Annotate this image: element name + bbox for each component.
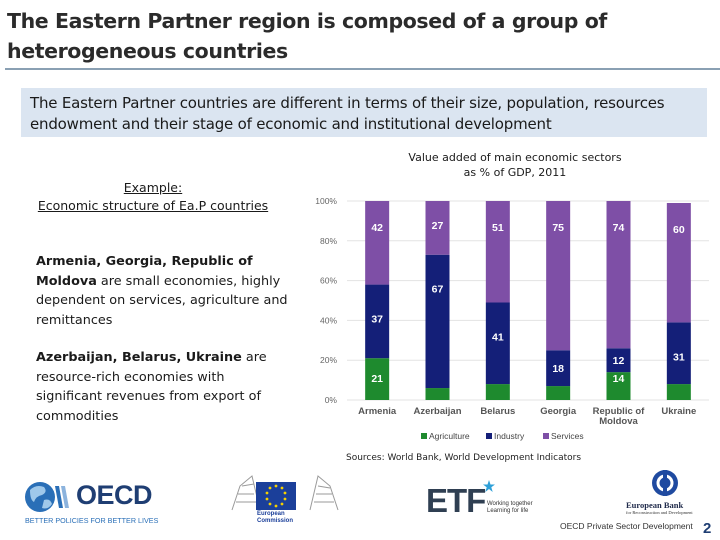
bar-segment-services [365,201,390,285]
y-tick-label: 0% [325,395,338,405]
page-number: 2 [703,520,712,537]
paragraph-resource-rich-text: are resource-rich economies with signifi… [36,350,267,424]
ebrd-name: European Bank [626,500,684,510]
category-label: Republic of [593,406,646,417]
bar-segment-industry [485,302,510,385]
legend-swatch-industry [486,433,492,439]
data-label: 31 [673,351,685,363]
bar-segment-industry [666,322,691,385]
etf-tagline-line2: Learning for life [487,508,529,514]
data-label: 37 [371,314,383,326]
data-label: 27 [432,220,444,232]
category-label: Armenia [358,406,397,417]
y-tick-label: 100% [315,196,337,206]
paragraph-small-economies: Armenia, Georgia, Republic of Moldova ar… [36,252,294,330]
legend-label: Services [551,431,584,441]
y-tick-label: 60% [320,276,337,286]
category-label: Azerbaijan [413,406,461,417]
etf-logo: ETF Working together Learning for life [426,474,551,522]
bar-segment-agriculture [485,384,510,400]
legend-label: Agriculture [429,431,470,441]
oecd-tagline: BETTER POLICIES FOR BETTER LIVES [25,516,159,525]
data-label: 75 [552,222,564,234]
bar-segment-agriculture [606,372,631,400]
bar-segment-agriculture [425,388,450,400]
title-divider [5,68,720,70]
legend-swatch-agriculture [421,433,427,439]
stacked-bar-chart: 0%20%40%60%80%100%213742Armenia66727Azer… [315,196,709,441]
paragraph-resource-rich: Azerbaijan, Belarus, Ukraine are resourc… [36,348,294,426]
bar-segment-services [546,201,571,351]
oecd-globe-icon [25,482,69,512]
data-label: 12 [613,355,625,367]
example-caption: Example: Economic structure of Ea.P coun… [22,179,284,215]
bar-segment-industry [425,254,450,389]
bar-segment-agriculture [546,386,571,400]
oecd-logo: OECD BETTER POLICIES FOR BETTER LIVES [24,478,174,530]
chart-title: Value added of main economic sectors as … [380,150,650,180]
ebrd-subtitle: for Reconstruction and Development [626,510,693,515]
data-label: 41 [492,331,504,343]
example-label: Example: [123,180,183,195]
data-label: 74 [613,222,625,234]
category-label: Georgia [540,406,577,417]
bar-segment-services [666,202,691,323]
legend-swatch-services [543,433,549,439]
data-label: 21 [371,373,383,385]
subtitle: The Eastern Partner countries are differ… [30,94,665,133]
paragraph-resource-rich-countries: Azerbaijan, Belarus, Ukraine [36,350,242,365]
data-label: 14 [613,373,625,385]
chart-title-line2: as % of GDP, 2011 [463,166,567,179]
etf-star-icon [483,480,495,492]
etf-tagline-line1: Working together [487,501,533,507]
paragraph-small-economies-countries: Armenia, Georgia, Republic of Moldova [36,254,253,289]
bar-segment-services [606,201,631,349]
data-label: 67 [432,284,444,296]
data-label: 42 [371,222,383,234]
sources-note: Sources: World Bank, World Development I… [346,453,582,463]
berlaymont-building-icon [231,475,339,511]
data-label: 51 [492,222,504,234]
ebrd-emblem-icon [652,470,678,496]
slide-title: The Eastern Partner region is composed o… [7,9,607,63]
etf-wordmark: ETF [426,482,486,519]
category-label: Ukraine [661,406,696,417]
data-label: 60 [673,224,685,236]
bar-segment-industry [365,284,390,359]
eu-caption-line2: Commission [257,518,294,524]
category-label: Belarus [480,406,515,417]
oecd-wordmark: OECD [76,480,153,510]
subtitle-box [21,88,707,137]
european-commission-logo: European Commission [230,464,340,526]
paragraph-small-economies-text: are small economies, highly dependent on… [36,273,288,328]
example-description: Economic structure of Ea.P countries [37,198,269,213]
bar-segment-agriculture [365,358,390,400]
bar-segment-industry [606,348,631,373]
eu-caption-line1: European [257,511,285,517]
bar-segment-services [425,201,450,255]
data-label: 18 [552,363,564,375]
y-tick-label: 20% [320,355,337,365]
footer-text: OECD Private Sector Development [560,521,693,531]
ebrd-logo: European Bank for Reconstruction and Dev… [618,468,713,520]
y-tick-label: 40% [320,315,337,325]
chart-title-line1: Value added of main economic sectors [408,151,622,164]
y-tick-label: 80% [320,236,337,246]
bar-segment-agriculture [666,384,691,400]
legend-label: Industry [494,431,525,441]
bar-segment-services [485,201,510,303]
bar-segment-industry [546,350,571,387]
category-label: Moldova [599,416,638,427]
